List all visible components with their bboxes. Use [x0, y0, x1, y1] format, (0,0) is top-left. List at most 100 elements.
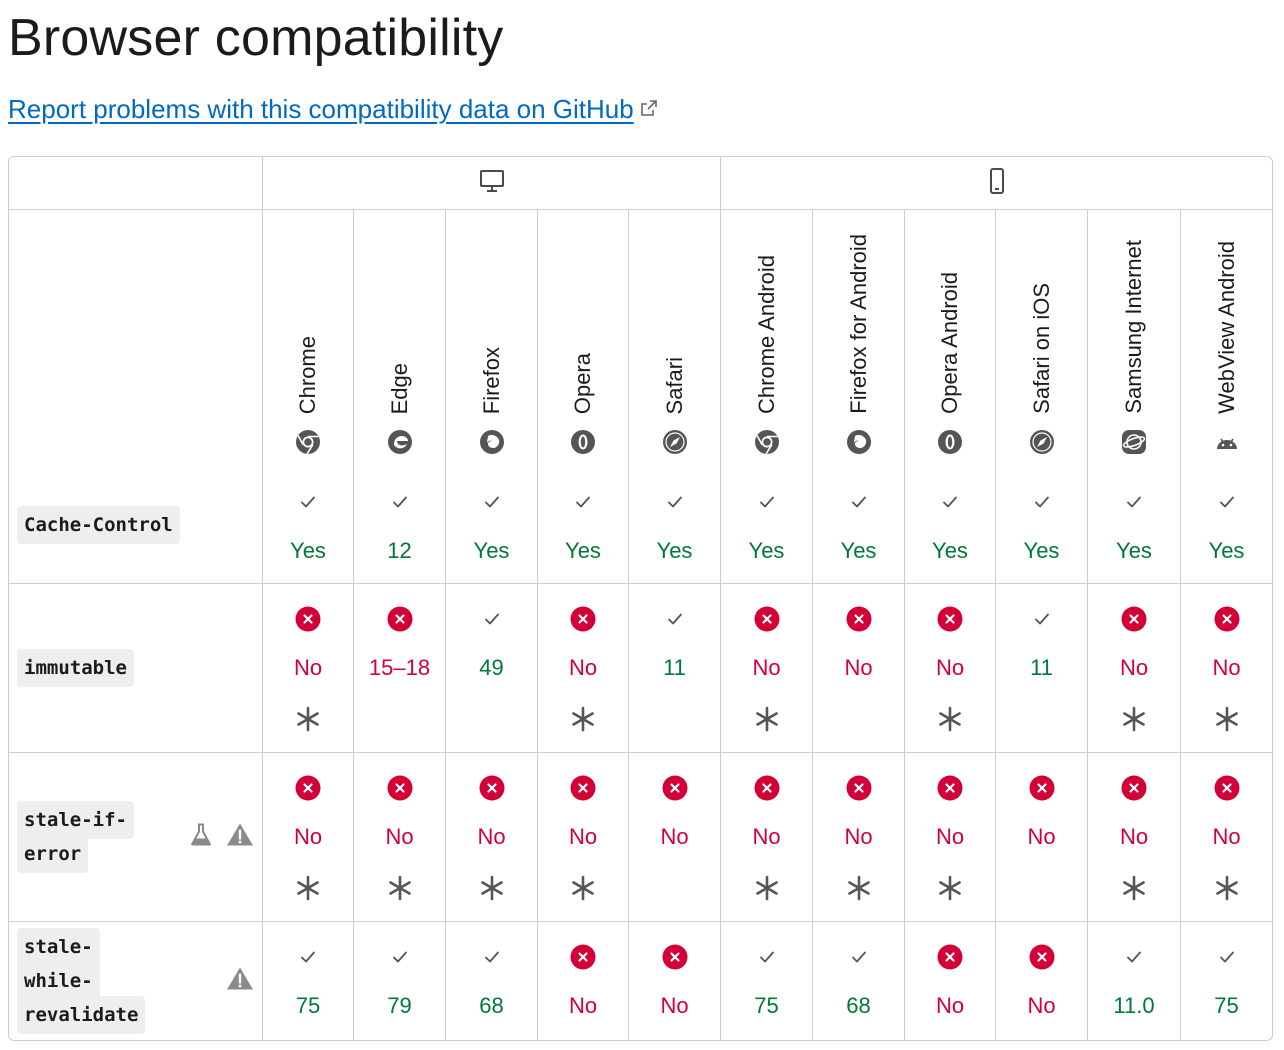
- asterisk-icon: [295, 706, 321, 732]
- support-cell[interactable]: No: [905, 753, 996, 922]
- support-cell[interactable]: 11: [996, 584, 1088, 753]
- support-cell[interactable]: 68: [813, 922, 905, 1040]
- feature-row: stale-if-error No No No No No No No No No No No: [9, 753, 1272, 922]
- support-cell[interactable]: Yes: [905, 467, 996, 584]
- support-cell[interactable]: No: [996, 922, 1088, 1040]
- browser-name: Chrome Android: [753, 255, 779, 414]
- warning-icon: [226, 966, 254, 997]
- asterisk-icon: [754, 875, 780, 901]
- check-icon: [846, 944, 872, 970]
- support-cell[interactable]: 11: [629, 584, 721, 753]
- support-value: No: [1212, 655, 1241, 680]
- support-cell[interactable]: Yes: [721, 467, 813, 584]
- support-cell[interactable]: No: [263, 753, 354, 922]
- cross-icon: [295, 775, 321, 801]
- support-value: No: [660, 993, 689, 1018]
- support-cell[interactable]: Yes: [1181, 467, 1272, 584]
- browser-header: Firefox for Android: [813, 210, 905, 467]
- support-cell[interactable]: No: [905, 922, 996, 1040]
- support-cell[interactable]: 79: [354, 922, 446, 1040]
- browser-name: Opera Android: [937, 272, 962, 414]
- support-cell[interactable]: No: [1088, 753, 1181, 922]
- support-value: No: [1119, 824, 1149, 849]
- support-value: No: [844, 655, 873, 680]
- report-link-text: Report problems with this compatibility …: [8, 94, 634, 124]
- cross-icon: [1214, 606, 1240, 632]
- cross-icon: [754, 606, 780, 632]
- support-cell[interactable]: 11.0: [1088, 922, 1181, 1040]
- support-cell[interactable]: No: [1181, 584, 1272, 753]
- check-icon: [387, 489, 413, 515]
- support-cell[interactable]: No: [538, 584, 629, 753]
- support-cell[interactable]: No: [721, 584, 813, 753]
- browser-header: Chrome: [263, 210, 354, 467]
- browser-name: Firefox: [478, 346, 504, 414]
- chrome-icon: [295, 429, 321, 455]
- check-icon: [754, 944, 780, 970]
- support-cell[interactable]: 15–18: [354, 584, 446, 753]
- support-cell[interactable]: 49: [446, 584, 538, 753]
- support-cell[interactable]: 68: [446, 922, 538, 1040]
- support-cell[interactable]: No: [813, 753, 905, 922]
- support-cell[interactable]: No: [263, 584, 354, 753]
- browser-name: Samsung Internet: [1121, 240, 1146, 414]
- check-icon: [1029, 606, 1055, 632]
- support-cell[interactable]: Yes: [996, 467, 1088, 584]
- mobile-icon: [983, 167, 1011, 199]
- check-icon: [662, 606, 688, 632]
- feature-name-cell: Cache-Control: [9, 467, 263, 584]
- check-icon: [1214, 944, 1240, 970]
- cross-icon: [570, 944, 596, 970]
- support-value: 75: [754, 993, 779, 1018]
- support-value: Yes: [1208, 538, 1245, 563]
- feature-header-cell: [9, 210, 263, 467]
- support-value: No: [568, 824, 598, 849]
- support-cell[interactable]: No: [629, 753, 721, 922]
- support-cell[interactable]: 75: [263, 922, 354, 1040]
- support-cell[interactable]: No: [996, 753, 1088, 922]
- support-value: No: [293, 655, 323, 680]
- cross-icon: [570, 775, 596, 801]
- support-value: 11: [1030, 655, 1053, 680]
- support-cell[interactable]: No: [354, 753, 446, 922]
- support-cell[interactable]: No: [629, 922, 721, 1040]
- support-value: No: [844, 824, 873, 849]
- support-cell[interactable]: 75: [1181, 922, 1272, 1040]
- browser-name: Chrome: [295, 335, 320, 414]
- support-cell[interactable]: 12: [354, 467, 446, 584]
- platform-group-row: [9, 157, 1272, 210]
- support-value: 68: [479, 993, 504, 1018]
- cross-icon: [937, 606, 963, 632]
- support-cell[interactable]: No: [1181, 753, 1272, 922]
- support-cell[interactable]: No: [1088, 584, 1181, 753]
- support-cell[interactable]: No: [446, 753, 538, 922]
- support-cell[interactable]: No: [538, 753, 629, 922]
- support-value: No: [1027, 993, 1056, 1018]
- support-cell[interactable]: Yes: [538, 467, 629, 584]
- support-cell[interactable]: No: [813, 584, 905, 753]
- support-cell[interactable]: No: [905, 584, 996, 753]
- asterisk-icon: [295, 875, 321, 901]
- support-cell[interactable]: 75: [721, 922, 813, 1040]
- support-cell[interactable]: Yes: [446, 467, 538, 584]
- report-problems-link[interactable]: Report problems with this compatibility …: [8, 92, 658, 126]
- support-cell[interactable]: Yes: [1088, 467, 1181, 584]
- feature-row: stale-while-revalidate 75 79 68 No No 75 68 No No…: [9, 922, 1272, 1040]
- support-value: Yes: [1116, 538, 1152, 563]
- cross-icon: [754, 775, 780, 801]
- support-cell[interactable]: No: [538, 922, 629, 1040]
- support-cell[interactable]: Yes: [263, 467, 354, 584]
- browser-name: Firefox for Android: [845, 234, 871, 414]
- external-link-icon: [640, 100, 657, 116]
- desktop-icon: [478, 169, 506, 199]
- check-icon: [937, 489, 963, 515]
- support-cell[interactable]: No: [721, 753, 813, 922]
- support-cell[interactable]: Yes: [813, 467, 905, 584]
- support-cell[interactable]: Yes: [629, 467, 721, 584]
- check-icon: [570, 489, 596, 515]
- support-value: Yes: [473, 538, 510, 563]
- chrome-icon: [754, 429, 780, 455]
- cross-icon: [387, 606, 413, 632]
- feature-row: immutable No 15–18 49 No 11 No No No 11 No No: [9, 584, 1272, 753]
- support-value: No: [935, 655, 965, 680]
